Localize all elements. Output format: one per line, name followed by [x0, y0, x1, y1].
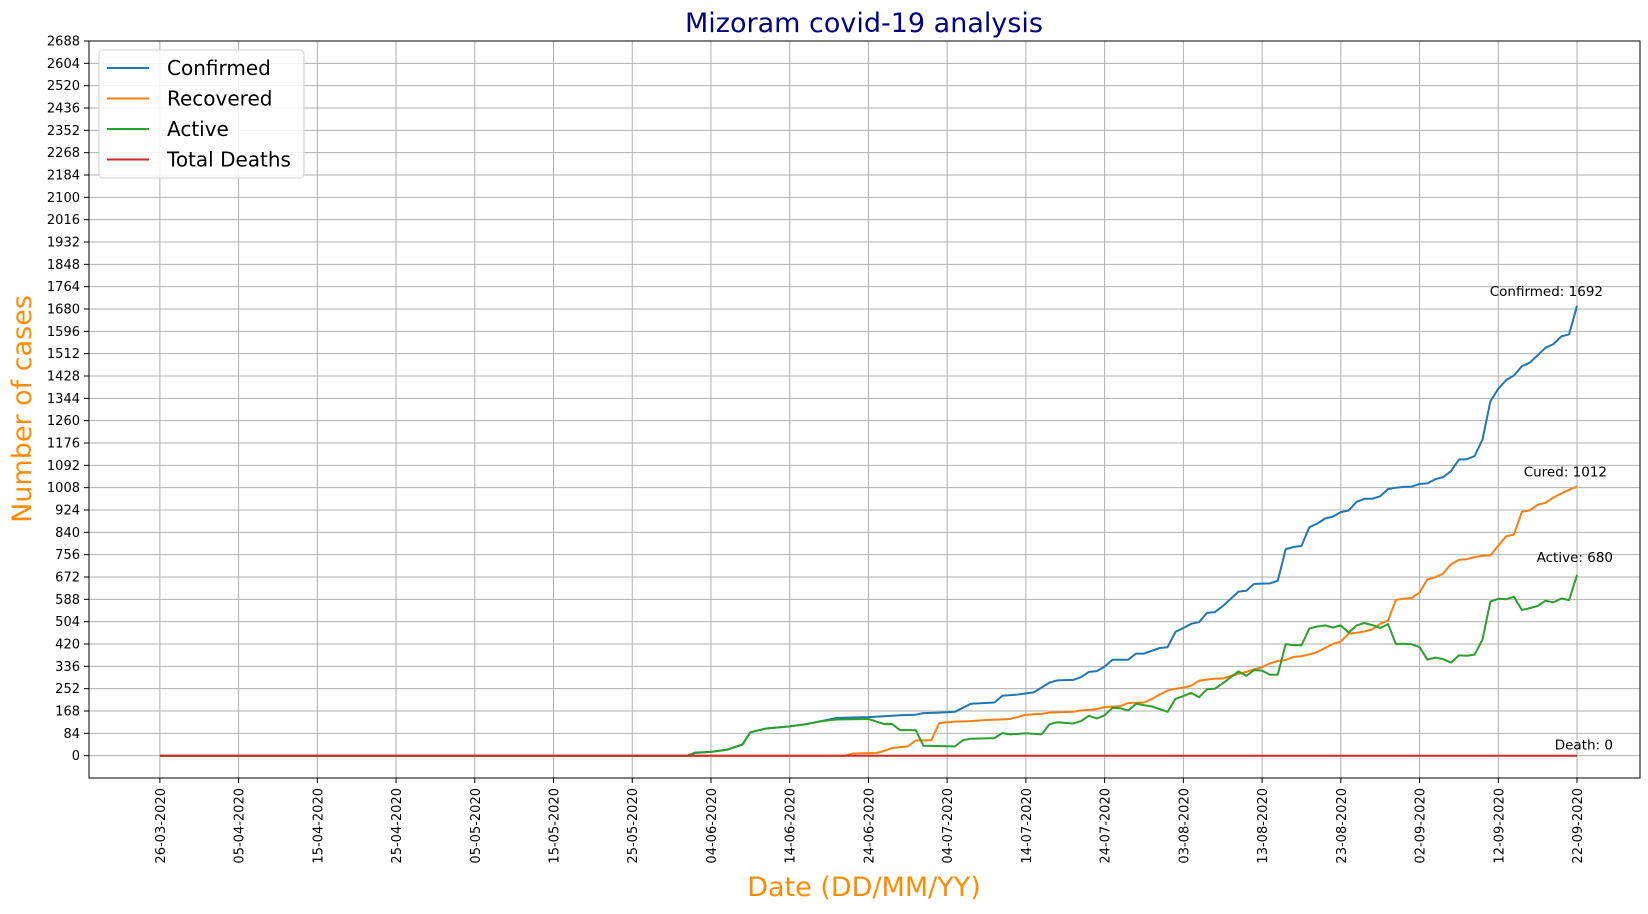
y-tick-label: 1176 — [47, 437, 80, 452]
y-tick-label: 420 — [55, 638, 80, 653]
y-tick-label: 2016 — [47, 213, 80, 228]
x-tick-label: 15-04-2020 — [311, 788, 326, 864]
y-tick-label: 84 — [63, 727, 80, 742]
x-tick-label: 02-09-2020 — [1414, 788, 1429, 864]
y-tick-label: 336 — [55, 660, 80, 675]
x-tick-label: 14-06-2020 — [784, 788, 799, 864]
y-tick-label: 1932 — [47, 236, 80, 251]
y-tick-label: 924 — [55, 504, 80, 519]
x-axis-label: Date (DD/MM/YY) — [747, 872, 981, 903]
series-line-active — [159, 574, 1578, 757]
x-tick-label: 23-08-2020 — [1335, 788, 1350, 864]
series-lines — [159, 305, 1578, 757]
y-tick-label: 1764 — [47, 280, 80, 295]
y-tick-label: 2184 — [47, 169, 80, 184]
legend-entry: Total Deaths — [166, 148, 291, 172]
y-tick-label: 840 — [55, 526, 80, 541]
y-tick-label: 1680 — [47, 303, 80, 318]
annotations: Confirmed: 1692 Cured: 1012 Active: 680 Dea… — [1490, 284, 1613, 754]
y-tick-label: 2520 — [47, 79, 80, 94]
y-tick-label: 1260 — [47, 414, 80, 429]
y-tick-label: 168 — [55, 705, 80, 720]
y-tick-label: 1008 — [47, 481, 80, 496]
y-tick-label: 1512 — [47, 347, 80, 362]
y-tick-label: 2100 — [47, 191, 80, 206]
x-tick-label: 26-03-2020 — [154, 788, 169, 864]
x-tick-label: 04-07-2020 — [941, 788, 956, 864]
y-tick-label: 2268 — [47, 146, 80, 161]
y-axis-label: Number of cases — [7, 295, 38, 523]
x-tick-label: 15-05-2020 — [548, 788, 563, 864]
x-tick-label: 12-09-2020 — [1492, 788, 1507, 864]
data-annotation: Active: 680 — [1537, 550, 1613, 566]
y-tick-label: 672 — [55, 571, 80, 586]
plot-frame — [88, 40, 1641, 779]
x-tick-label: 05-05-2020 — [469, 788, 484, 864]
legend-entry: Recovered — [167, 87, 272, 111]
x-tick-label: 25-05-2020 — [626, 788, 641, 864]
series-line-confirmed — [159, 305, 1578, 757]
legend: Confirmed Recovered Active Total Deaths — [98, 49, 305, 179]
x-tick-label: 14-07-2020 — [1020, 788, 1035, 864]
y-tick-label: 252 — [55, 682, 80, 697]
grid — [89, 40, 1640, 778]
y-tick-label: 1848 — [47, 258, 80, 273]
x-tick-label: 25-04-2020 — [390, 788, 405, 864]
chart-title: Mizoram covid-19 analysis — [685, 8, 1043, 39]
x-tick-label: 05-04-2020 — [233, 788, 248, 864]
data-annotation: Cured: 1012 — [1524, 465, 1607, 481]
data-annotation: Confirmed: 1692 — [1490, 284, 1603, 300]
x-axis-ticks: 26-03-2020 05-04-2020 15-04-2020 25-04-2020… — [154, 778, 1586, 864]
data-annotation: Death: 0 — [1555, 738, 1613, 754]
y-tick-label: 756 — [55, 548, 80, 563]
y-tick-label: 0 — [72, 749, 80, 764]
y-tick-label: 2604 — [47, 57, 80, 72]
x-tick-label: 13-08-2020 — [1256, 788, 1271, 864]
legend-box — [98, 49, 305, 179]
y-tick-label: 1596 — [47, 325, 80, 340]
x-tick-label: 22-09-2020 — [1571, 788, 1586, 864]
x-tick-label: 24-06-2020 — [862, 788, 877, 864]
y-tick-label: 1092 — [47, 459, 80, 474]
series-line-recovered — [159, 485, 1578, 757]
x-tick-label: 24-07-2020 — [1099, 788, 1114, 864]
y-tick-label: 588 — [55, 593, 80, 608]
y-tick-label: 2688 — [47, 35, 80, 50]
y-tick-label: 1428 — [47, 370, 80, 385]
y-tick-label: 1344 — [47, 392, 80, 407]
legend-entry: Confirmed — [167, 56, 271, 80]
legend-entry: Active — [167, 117, 229, 141]
y-tick-label: 2436 — [47, 102, 80, 117]
y-tick-label: 504 — [55, 615, 80, 630]
x-tick-label: 04-06-2020 — [705, 788, 720, 864]
x-tick-label: 03-08-2020 — [1177, 788, 1192, 864]
y-tick-label: 2352 — [47, 124, 80, 139]
y-axis-ticks: 0 84 168 252 336 420 504 588 672 756 840 924 1008 109… — [47, 35, 89, 764]
